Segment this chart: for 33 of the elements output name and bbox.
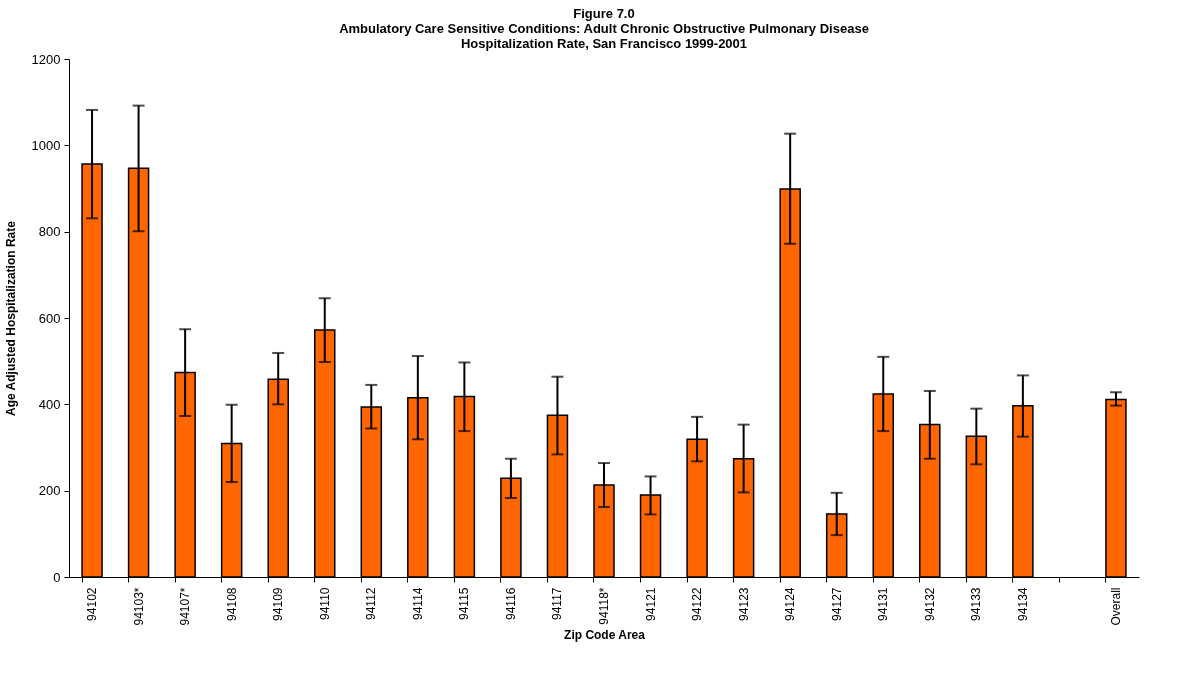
x-tick-label: 94133 [969, 587, 984, 621]
x-tick-label: 94107* [178, 587, 193, 626]
y-tick-label: 400 [38, 396, 61, 412]
y-tick-label: 1000 [31, 137, 61, 153]
y-tick-label: 800 [38, 224, 61, 240]
x-tick-label: Overall [1108, 587, 1123, 626]
x-tick-label: 94108 [224, 587, 239, 621]
y-tick-label: 0 [53, 569, 61, 585]
x-tick-label: 94112 [364, 587, 379, 620]
x-tick-label: 94117 [550, 587, 565, 620]
x-tick-label: 94102 [85, 587, 100, 621]
y-tick-label: 1200 [31, 51, 61, 67]
x-tick-label: 94103* [131, 587, 146, 626]
chart-title: Figure 7.0 [573, 6, 635, 21]
x-tick-label: 94116 [503, 587, 518, 620]
x-tick-label: 94114 [410, 587, 425, 620]
x-tick-label: 94123 [736, 587, 751, 621]
x-tick-label: 94124 [783, 587, 798, 621]
chart-subtitle: Ambulatory Care Sensitive Conditions: Adult Chronic Obstructive Pulmonary Disease Hospitalization Rate, San Francisco 1999-2001 [339, 21, 869, 51]
y-tick-label: 200 [38, 483, 61, 499]
x-tick-label: 94121 [643, 587, 658, 621]
x-tick-label: 94115 [457, 587, 472, 620]
x-tick-label: 94131 [876, 587, 891, 621]
x-tick-label: 94110 [317, 587, 332, 620]
y-axis-title: Age Adjusted Hospitalization Rate [3, 220, 18, 416]
x-tick-label: 94127 [829, 587, 844, 621]
x-tick-label: 94109 [271, 587, 286, 621]
x-tick-label: 94122 [690, 587, 705, 621]
x-axis-title: Zip Code Area [564, 627, 646, 642]
x-tick-label: 94132 [922, 587, 937, 621]
x-tick-label: 94134 [1015, 587, 1030, 621]
x-tick-label: 94118* [597, 587, 611, 625]
y-tick-label: 600 [38, 310, 61, 326]
